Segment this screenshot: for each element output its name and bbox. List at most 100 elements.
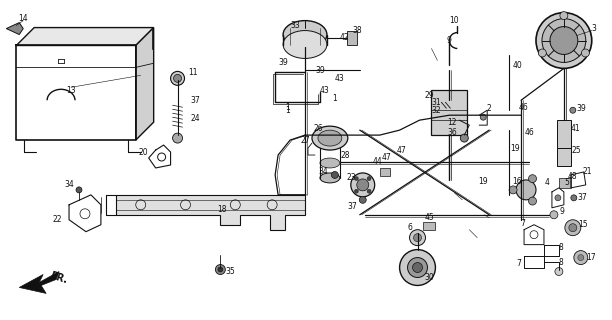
Text: 29: 29 [425, 91, 435, 100]
Bar [559, 178, 571, 188]
Circle shape [354, 189, 359, 193]
Circle shape [529, 197, 537, 205]
Text: 25: 25 [571, 146, 581, 155]
Circle shape [509, 186, 517, 194]
Text: 47: 47 [397, 146, 406, 155]
Circle shape [569, 224, 577, 232]
Circle shape [408, 258, 427, 277]
Text: 26: 26 [313, 124, 323, 132]
Circle shape [555, 195, 561, 201]
Text: 30: 30 [425, 273, 435, 282]
Text: 7: 7 [521, 219, 526, 228]
Text: 43: 43 [320, 86, 330, 95]
Polygon shape [19, 271, 59, 293]
Text: 44: 44 [373, 157, 382, 166]
Ellipse shape [318, 130, 342, 146]
Text: 21: 21 [582, 167, 592, 176]
Text: 20: 20 [139, 148, 149, 156]
Text: 3: 3 [591, 24, 596, 33]
Ellipse shape [283, 20, 327, 49]
Text: 19: 19 [510, 144, 520, 153]
Text: 9: 9 [447, 36, 452, 45]
Circle shape [354, 177, 359, 180]
Text: 11: 11 [188, 68, 197, 77]
Text: 39: 39 [576, 104, 586, 113]
Text: 10: 10 [450, 16, 459, 25]
Circle shape [550, 211, 558, 219]
Text: 34: 34 [318, 167, 328, 176]
Text: 16: 16 [512, 177, 522, 187]
Text: 40: 40 [512, 61, 522, 70]
Circle shape [412, 262, 422, 273]
Text: 8: 8 [559, 258, 563, 267]
Text: 42: 42 [340, 33, 349, 42]
Text: 13: 13 [66, 86, 76, 95]
Text: 37: 37 [190, 96, 200, 105]
Circle shape [480, 114, 486, 120]
Polygon shape [6, 23, 23, 35]
Circle shape [367, 177, 371, 180]
Text: 5: 5 [564, 179, 569, 188]
Text: 46: 46 [518, 103, 528, 112]
Circle shape [76, 187, 82, 193]
Polygon shape [116, 195, 305, 230]
Text: 46: 46 [524, 128, 534, 137]
Bar [424, 222, 435, 230]
Text: 43: 43 [335, 74, 345, 83]
Circle shape [574, 251, 588, 265]
Circle shape [539, 49, 547, 57]
Text: 33: 33 [290, 21, 300, 30]
Text: 39: 39 [315, 66, 325, 75]
Text: 19: 19 [479, 177, 488, 187]
Circle shape [351, 173, 375, 197]
Circle shape [555, 268, 563, 276]
Text: FR.: FR. [48, 270, 69, 285]
Text: 47: 47 [382, 153, 392, 162]
Text: 32: 32 [431, 106, 441, 115]
Text: 18: 18 [218, 205, 227, 214]
Circle shape [218, 267, 223, 272]
Text: 1: 1 [285, 106, 289, 115]
Text: 34: 34 [64, 180, 74, 189]
Circle shape [174, 74, 182, 82]
Text: 31: 31 [431, 98, 441, 107]
Text: 41: 41 [571, 124, 581, 132]
Ellipse shape [320, 173, 340, 183]
Text: 23: 23 [347, 173, 357, 182]
Circle shape [215, 265, 225, 275]
Text: 17: 17 [586, 253, 595, 262]
Text: 6: 6 [407, 223, 412, 232]
Text: 36: 36 [447, 128, 457, 137]
Bar [431, 90, 468, 135]
Text: 27: 27 [300, 136, 310, 145]
Bar [557, 120, 571, 148]
Text: 4: 4 [545, 179, 550, 188]
Text: 9: 9 [559, 207, 564, 216]
Bar [379, 168, 390, 176]
Text: 35: 35 [225, 267, 235, 276]
Text: 48: 48 [568, 172, 578, 181]
Text: 7: 7 [517, 259, 521, 268]
Text: 1: 1 [286, 103, 291, 112]
Polygon shape [136, 28, 154, 140]
Text: 15: 15 [578, 220, 588, 229]
Ellipse shape [320, 158, 340, 168]
Circle shape [516, 180, 536, 200]
Circle shape [367, 189, 371, 193]
Text: 39: 39 [278, 58, 288, 67]
Circle shape [171, 71, 185, 85]
Ellipse shape [283, 31, 327, 59]
Text: 8: 8 [559, 243, 563, 252]
Text: 22: 22 [53, 215, 62, 224]
Bar [347, 31, 357, 44]
Circle shape [581, 49, 589, 57]
Circle shape [571, 195, 577, 201]
Text: 38: 38 [352, 26, 362, 35]
Circle shape [578, 255, 584, 260]
Circle shape [565, 220, 581, 236]
Circle shape [460, 134, 468, 142]
Text: 1: 1 [332, 94, 337, 103]
Bar [557, 148, 571, 166]
Circle shape [529, 175, 537, 183]
Text: 37: 37 [347, 202, 357, 211]
